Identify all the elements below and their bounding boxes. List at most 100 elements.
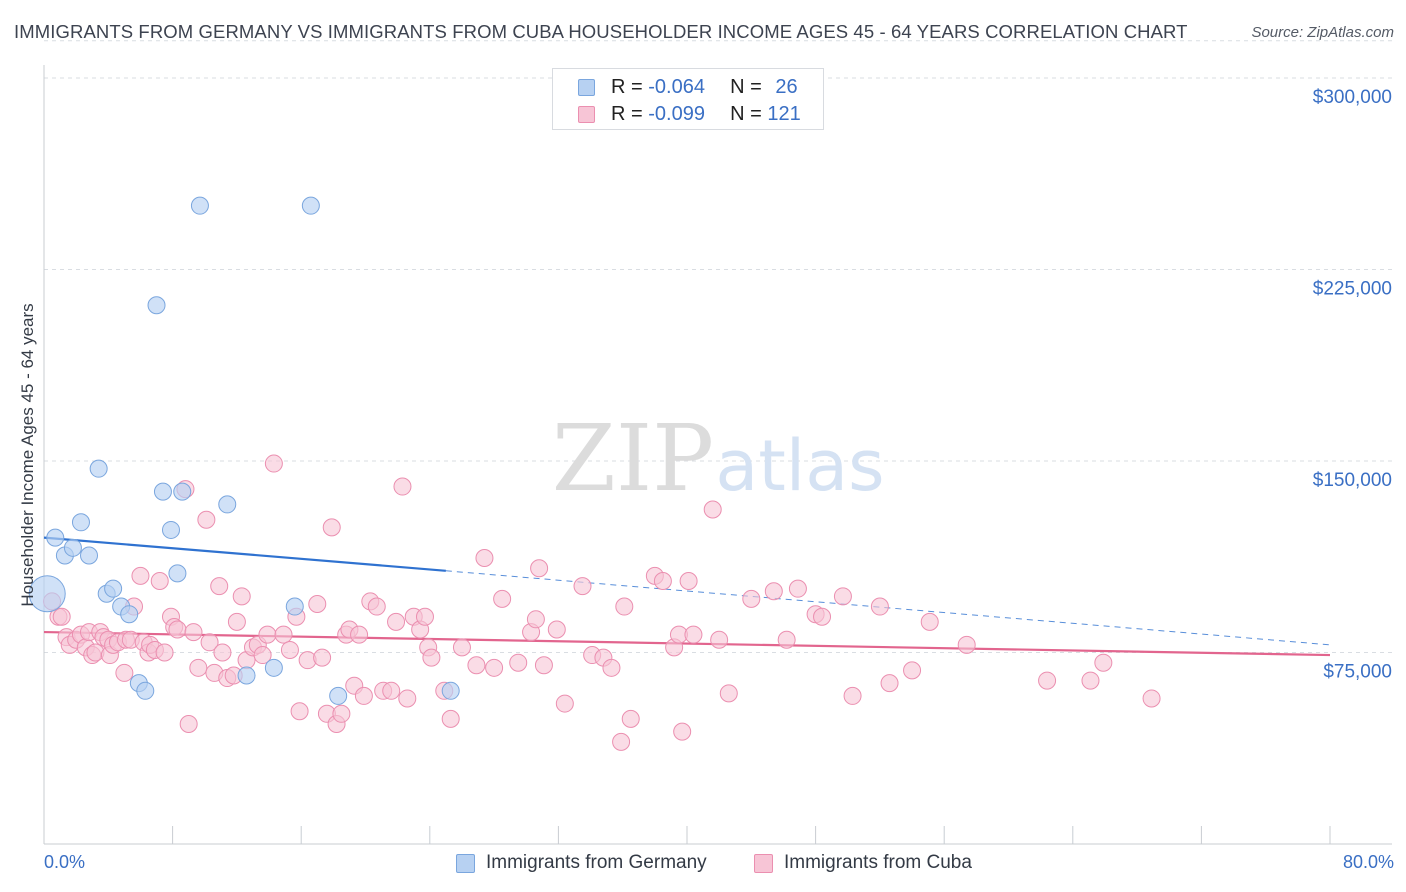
cuba-point-56[interactable]	[313, 648, 332, 667]
cuba-point-38[interactable]	[210, 577, 229, 596]
germany-point-3[interactable]	[63, 538, 82, 557]
cuba-point-26[interactable]	[150, 572, 169, 591]
cuba-point-89[interactable]	[534, 656, 553, 675]
cuba-point-112[interactable]	[788, 579, 807, 598]
germany-point-20[interactable]	[237, 666, 256, 685]
cuba-point-77[interactable]	[422, 648, 441, 667]
cuba-point-109[interactable]	[742, 589, 761, 608]
cuba-point-51[interactable]	[280, 640, 299, 659]
cuba-point-58[interactable]	[322, 518, 341, 537]
cuba-point-104[interactable]	[679, 572, 698, 591]
germany-point-22[interactable]	[285, 597, 304, 616]
cuba-point-97[interactable]	[615, 597, 634, 616]
cuba-point-84[interactable]	[493, 589, 512, 608]
cuba-point-96[interactable]	[612, 732, 631, 751]
cuba-point-27[interactable]	[155, 643, 174, 662]
cuba-point-114[interactable]	[813, 607, 832, 626]
cuba-point-118[interactable]	[880, 674, 899, 693]
cuba-point-36[interactable]	[200, 633, 219, 652]
cuba-point-106[interactable]	[703, 500, 722, 519]
germany-point-19[interactable]	[218, 495, 237, 514]
cuba-point-85[interactable]	[509, 653, 528, 672]
cuba-point-53[interactable]	[290, 702, 309, 721]
cuba-point-30[interactable]	[168, 620, 187, 639]
germany-point-6[interactable]	[89, 459, 108, 478]
cuba-point-82[interactable]	[475, 549, 494, 568]
cuba-point-71[interactable]	[393, 477, 412, 496]
cuba-point-121[interactable]	[957, 635, 976, 654]
cuba-point-83[interactable]	[485, 658, 504, 677]
cuba-point-87[interactable]	[526, 610, 545, 629]
germany-point-24[interactable]	[329, 686, 348, 705]
cuba-point-55[interactable]	[308, 594, 327, 613]
germany-point-16[interactable]	[168, 564, 187, 583]
germany-point-18[interactable]	[190, 196, 209, 215]
cuba-point-95[interactable]	[602, 658, 621, 677]
germany-point-23[interactable]	[301, 196, 320, 215]
cuba-point-34[interactable]	[189, 658, 208, 677]
germany-point-0[interactable]	[28, 575, 66, 613]
cuba-point-64[interactable]	[350, 625, 369, 644]
germany-point-8[interactable]	[104, 579, 123, 598]
germany-point-4[interactable]	[71, 513, 90, 532]
cuba-point-72[interactable]	[398, 689, 417, 708]
germany-point-25[interactable]	[441, 681, 460, 700]
germany-point-10[interactable]	[120, 605, 139, 624]
cuba-point-48[interactable]	[258, 625, 277, 644]
cuba-point-69[interactable]	[382, 681, 401, 700]
cuba-r-value: -0.099	[648, 103, 705, 125]
germany-point-14[interactable]	[153, 482, 172, 501]
cuba-point-21[interactable]	[131, 566, 150, 585]
germany-point-13[interactable]	[147, 296, 166, 315]
cuba-point-67[interactable]	[367, 597, 386, 616]
cuba-point-49[interactable]	[264, 454, 283, 473]
cuba-point-60[interactable]	[332, 704, 351, 723]
cuba-point-65[interactable]	[354, 686, 373, 705]
cuba-point-90[interactable]	[547, 620, 566, 639]
cuba-point-123[interactable]	[1081, 671, 1100, 690]
cuba-point-81[interactable]	[467, 656, 486, 675]
cuba-point-70[interactable]	[387, 612, 406, 631]
cuba-point-50[interactable]	[274, 625, 293, 644]
cuba-point-105[interactable]	[684, 625, 703, 644]
germany-point-21[interactable]	[264, 658, 283, 677]
cuba-point-122[interactable]	[1038, 671, 1057, 690]
germany-point-17[interactable]	[173, 482, 192, 501]
cuba-point-98[interactable]	[621, 709, 640, 728]
cuba-point-43[interactable]	[232, 587, 251, 606]
germany-point-15[interactable]	[161, 520, 180, 539]
cuba-point-91[interactable]	[555, 694, 574, 713]
cuba-point-117[interactable]	[870, 597, 889, 616]
cuba-point-88[interactable]	[530, 559, 549, 578]
cuba-point-47[interactable]	[253, 646, 272, 665]
cuba-point-111[interactable]	[777, 630, 796, 649]
cuba-point-100[interactable]	[653, 572, 672, 591]
cuba-point-110[interactable]	[764, 582, 783, 601]
cuba-point-92[interactable]	[573, 577, 592, 596]
cuba-point-107[interactable]	[710, 630, 729, 649]
cuba-point-75[interactable]	[415, 607, 434, 626]
cuba-point-125[interactable]	[1142, 689, 1161, 708]
cuba-point-103[interactable]	[673, 722, 692, 741]
cuba-point-115[interactable]	[833, 587, 852, 606]
cuba-point-42[interactable]	[227, 612, 246, 631]
cuba-point-116[interactable]	[843, 686, 862, 705]
germany-point-12[interactable]	[136, 681, 155, 700]
watermark-atlas: atlas	[715, 425, 884, 507]
legend-cuba-label: Immigrants from Cuba	[784, 852, 972, 873]
germany-point-5[interactable]	[80, 546, 99, 565]
y-tick-label-2: $225,000	[1313, 279, 1392, 300]
cuba-point-32[interactable]	[179, 714, 198, 733]
cuba-point-120[interactable]	[920, 612, 939, 631]
cuba-point-2[interactable]	[52, 607, 71, 626]
cuba-point-17[interactable]	[115, 663, 134, 682]
cuba-point-35[interactable]	[197, 510, 216, 529]
cuba-point-80[interactable]	[452, 638, 471, 657]
cuba-point-33[interactable]	[184, 623, 203, 642]
cuba-point-108[interactable]	[719, 684, 738, 703]
germany-point-1[interactable]	[46, 528, 65, 547]
cuba-point-119[interactable]	[903, 661, 922, 680]
cuba-point-39[interactable]	[213, 643, 232, 662]
cuba-point-79[interactable]	[441, 709, 460, 728]
cuba-point-124[interactable]	[1094, 653, 1113, 672]
